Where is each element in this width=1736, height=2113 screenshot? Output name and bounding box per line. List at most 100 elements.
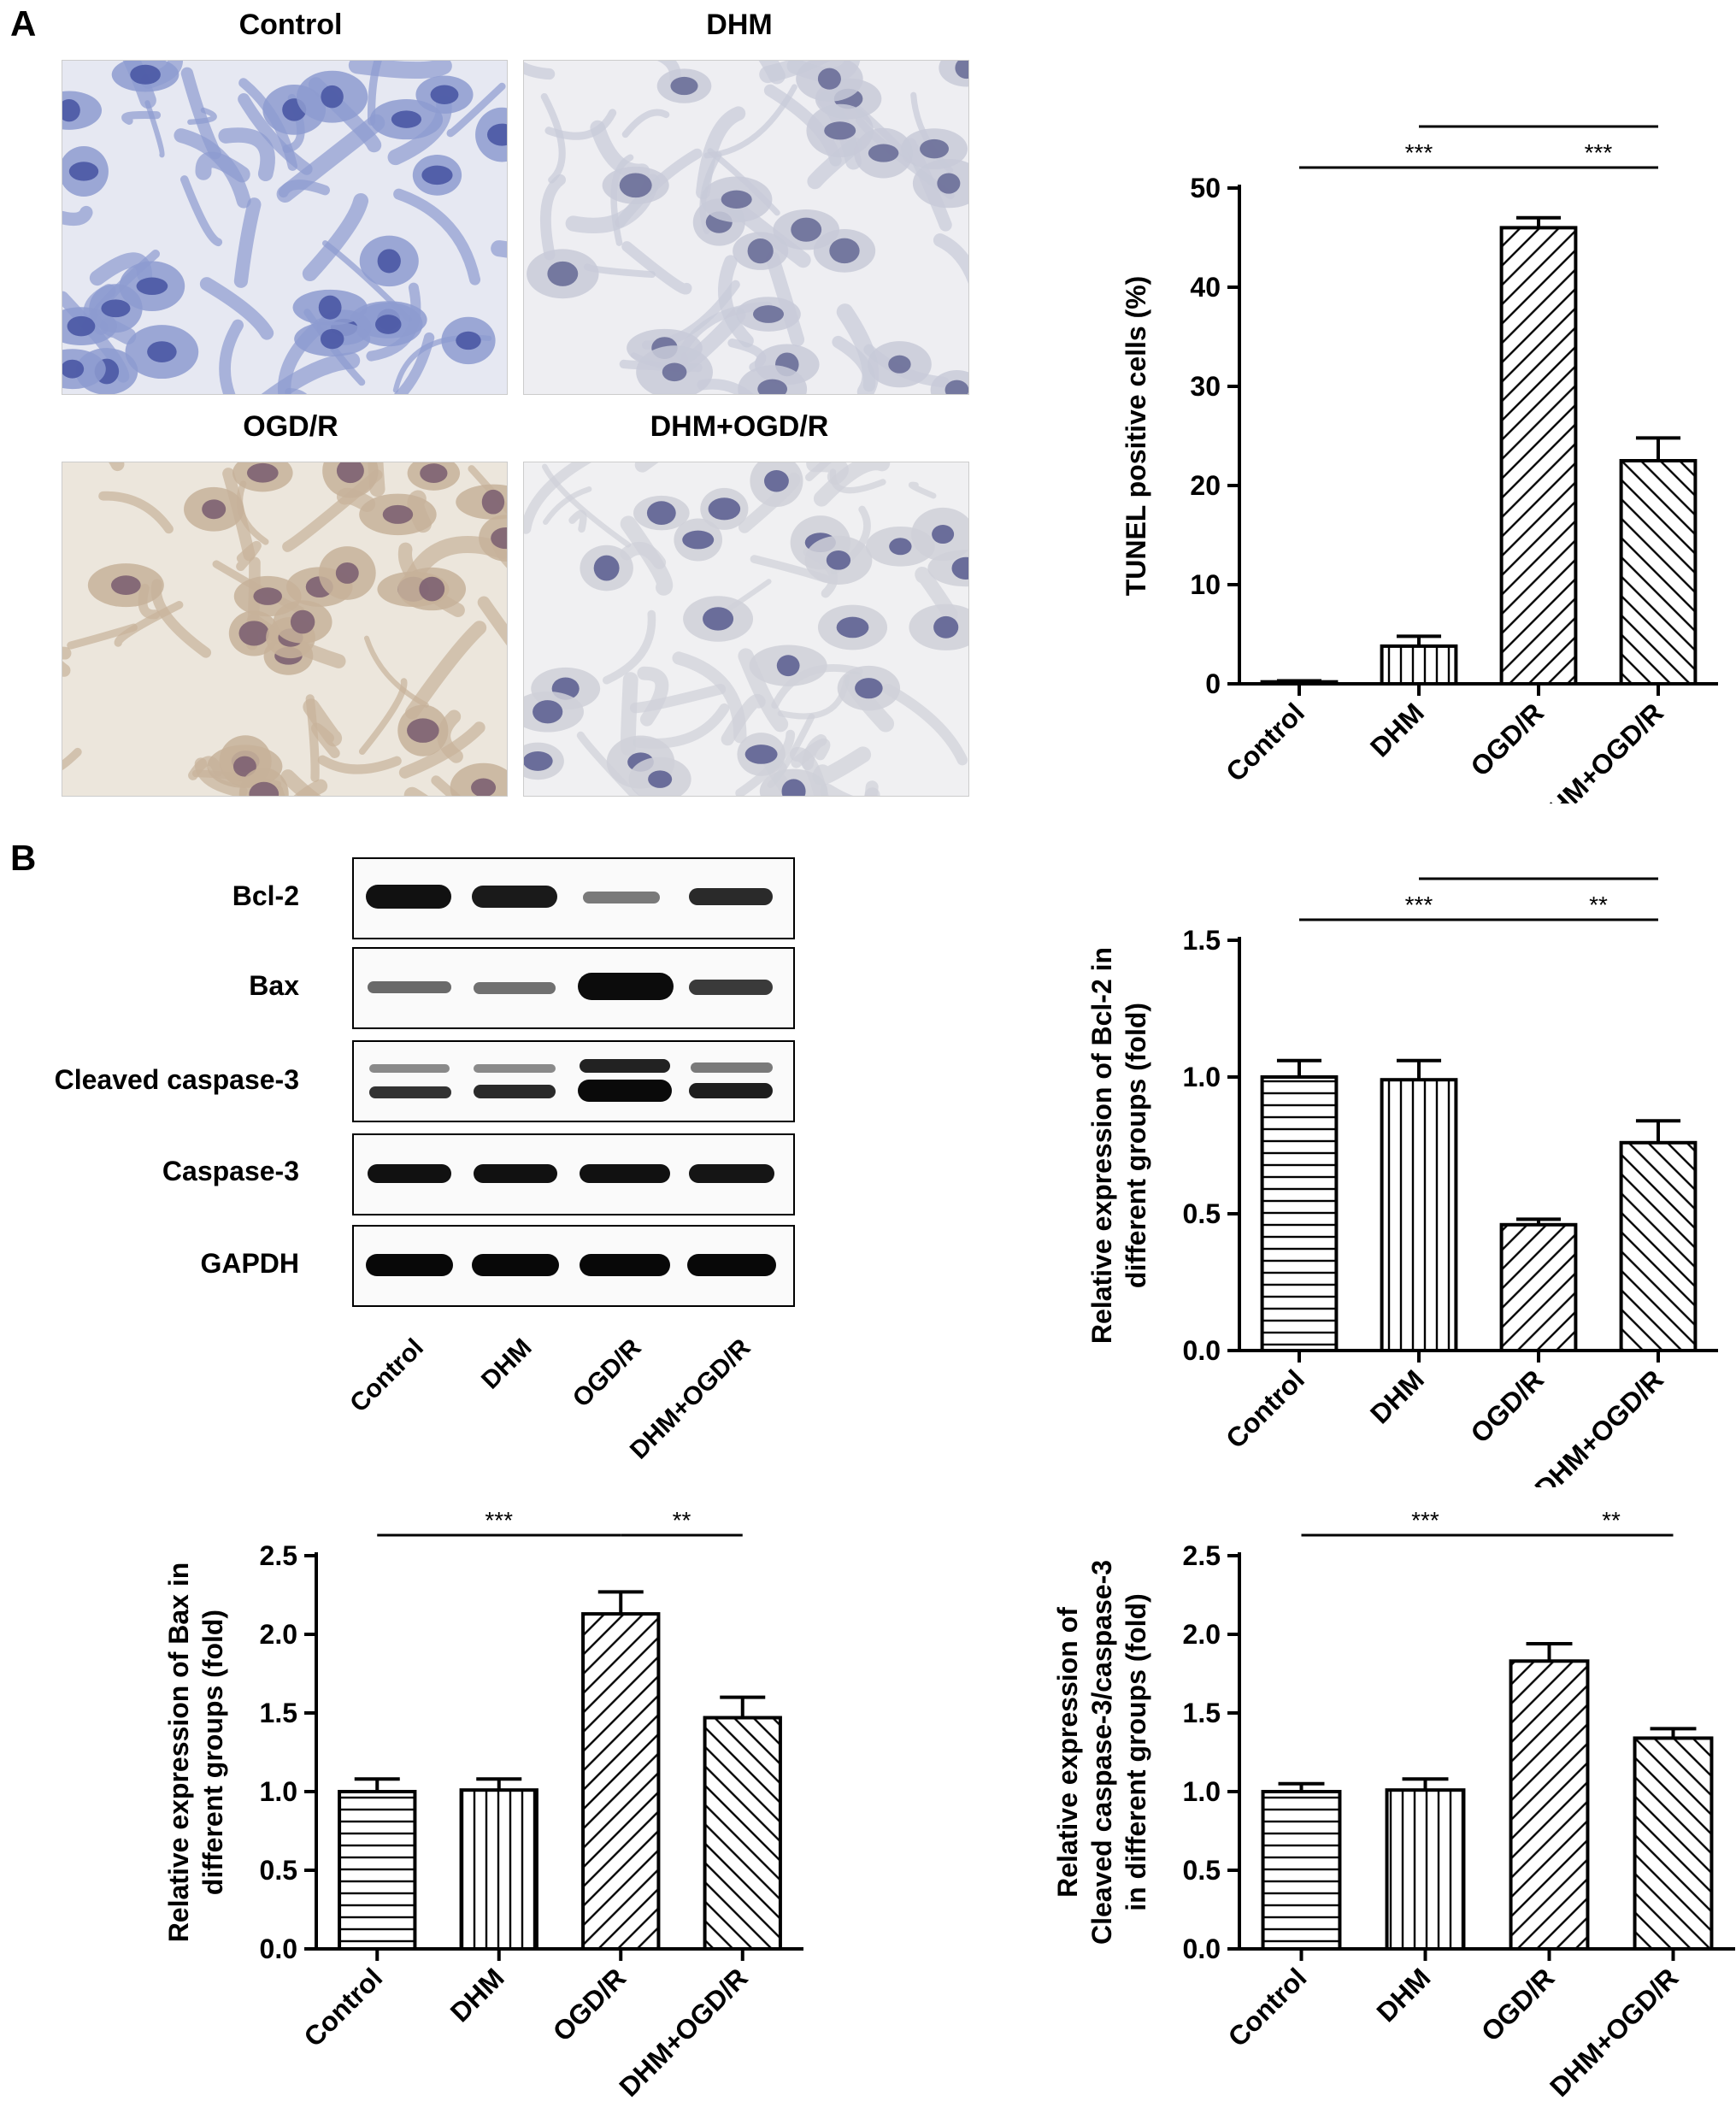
micrograph-title-ogdr: OGD/R [243,410,338,443]
y-axis-label: TUNEL positive cells (%) [1121,276,1151,597]
cell-nucleus [238,621,269,646]
bar-ogd-r [1499,1222,1578,1352]
y-tick-label: 0.0 [260,1933,297,1964]
cell-process [933,233,968,285]
cell-process [813,462,891,507]
cell-nucleus [147,341,177,362]
cell-process [542,463,632,548]
cell-nucleus [836,616,869,639]
cell-nucleus [391,110,422,128]
x-tick-label: Control [1222,1962,1313,2052]
x-tick-label: DHM [1370,1962,1436,2028]
cell-nucleus [817,68,841,90]
cell-nucleus [670,76,698,96]
cell-process [820,783,880,796]
cell-process [367,61,382,126]
blot-band [691,1062,773,1073]
y-tick-label: 0 [1205,668,1221,699]
chart-tunel: 0 10 20 30 40 50 TUNEL positive cells (%) Contr… [1121,120,1718,803]
y-axis-label: different groups (fold) [1121,1003,1151,1288]
cell-process [194,757,248,796]
cell-process [540,92,566,184]
significance-label: *** [1405,892,1433,918]
blot-band [474,1085,556,1098]
cell-process [696,106,746,200]
cell-nucleus [933,615,959,639]
lane-label-control: Control [344,1333,430,1418]
bar-ogd-r [1509,1659,1590,1951]
cell-process [358,678,408,755]
cell-process [576,731,640,796]
blot-strip-bcl2 [352,857,795,939]
significance-label: ** [1602,1507,1621,1533]
cell-process [261,352,361,394]
cell-nucleus [232,756,256,777]
blot-band [368,1164,451,1183]
y-axis-label: Relative expression of Bax in [163,1563,194,1943]
blot-label-bcl2: Bcl-2 [232,880,299,911]
y-tick-label: 20 [1190,470,1221,501]
blot-band [474,982,556,994]
blot-label-bax: Bax [249,970,299,1001]
cell-process [812,746,872,786]
cell-nucleus [764,470,789,492]
y-tick-label: 2.0 [260,1619,297,1650]
panel-label-b: B [10,838,37,878]
cell-process [801,734,827,771]
y-tick-label: 1.5 [1183,925,1221,956]
cell-nucleus [335,562,359,584]
cell-nucleus [101,299,131,318]
cell-process [179,175,223,247]
blot-band [474,1164,557,1183]
cell-nucleus [747,238,774,264]
cell-process [317,755,402,774]
cell-process [293,779,328,796]
y-tick-label: 2.5 [1183,1540,1221,1571]
bar-ogd-r [1499,226,1578,686]
blot-strip-gapdh [352,1225,795,1307]
micrograph-dhm-ogdr [523,462,969,797]
y-tick-label: 30 [1190,371,1221,402]
cell-nucleus [593,555,620,581]
cell-nucleus [781,779,806,796]
cell-nucleus [290,609,315,634]
cell-nucleus [937,173,961,194]
x-tick-label: DHM [1364,1363,1430,1429]
x-tick-label: DHM [444,1962,510,2028]
cell-nucleus [421,165,453,185]
micrograph-title-dhm-ogdr: DHM+OGD/R [650,410,829,443]
x-tick-label: OGD/R [1464,697,1550,782]
blot-band [474,1064,556,1073]
y-tick-label: 1.0 [1183,1776,1221,1807]
cell-process [672,651,747,744]
blot-band [583,892,660,903]
cell-process [621,109,670,138]
cell-nucleus [829,238,860,264]
y-tick-label: 2.5 [260,1540,297,1571]
significance-label: ** [673,1507,691,1533]
significance-label: *** [1585,139,1613,166]
x-tick-label: DHM+OGD/R [1529,1363,1669,1487]
blot-band [368,981,451,993]
cell-nucleus [547,261,579,286]
x-tick-label: Control [297,1962,388,2052]
blot-label-cleaved-caspase3: Cleaved caspase-3 [54,1064,299,1095]
cell-nucleus [524,750,553,771]
cell-process [98,491,174,534]
cell-nucleus [62,98,80,122]
bar-dhm [1385,1788,1466,1951]
x-tick-label: OGD/R [1464,1363,1550,1449]
cell-process [368,462,385,497]
cell-process [539,174,567,261]
cell-nucleus [757,379,788,394]
y-tick-label: 10 [1190,569,1221,600]
cell-nucleus [62,359,85,379]
cell-nucleus [486,123,507,146]
y-tick-label: 0.0 [1183,1933,1221,1964]
blot-band [369,1064,450,1073]
bar-dhm-ogd-r [1633,1736,1714,1951]
cell-nucleus [68,162,99,181]
y-tick-label: 0.5 [1183,1855,1221,1886]
significance-label: *** [485,1507,513,1533]
blot-band [687,1254,776,1276]
